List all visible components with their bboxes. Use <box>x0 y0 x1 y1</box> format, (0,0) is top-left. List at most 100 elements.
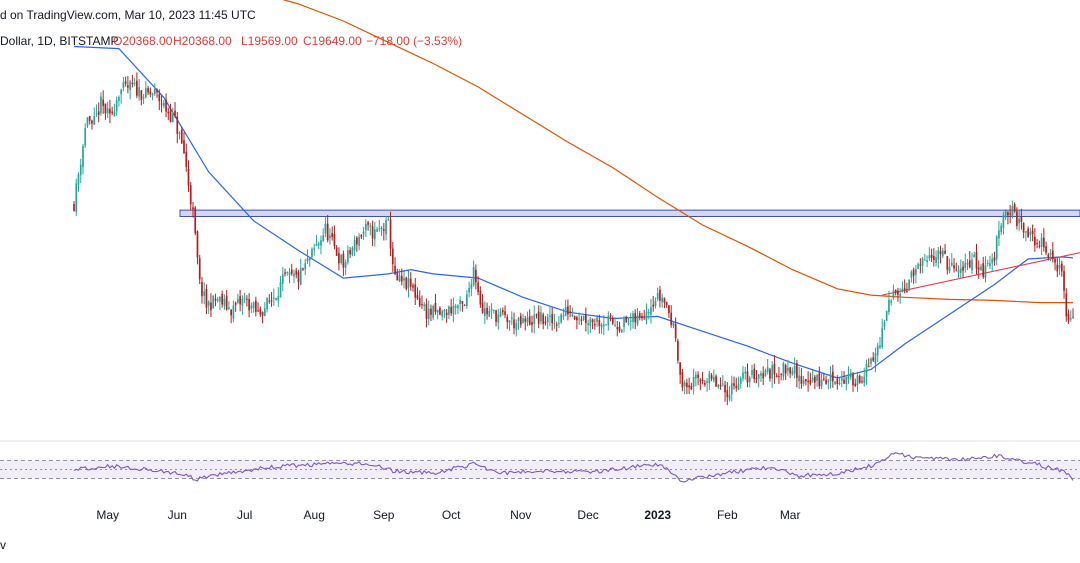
candle <box>385 215 387 241</box>
candle <box>1063 265 1065 299</box>
candle <box>1072 308 1074 319</box>
candle <box>180 126 183 145</box>
candle <box>1025 231 1027 242</box>
resistance-zone[interactable] <box>179 209 1080 217</box>
price-pane[interactable] <box>73 0 1080 406</box>
candle <box>510 311 513 325</box>
candle <box>647 308 650 320</box>
candle <box>1042 228 1045 252</box>
candle <box>216 296 219 303</box>
candle <box>921 257 924 274</box>
candle <box>995 235 998 266</box>
candle <box>322 228 325 242</box>
candle <box>926 255 928 267</box>
rsi-pane[interactable] <box>0 451 1080 483</box>
candle <box>1020 208 1023 230</box>
footer-text: v <box>0 538 6 552</box>
support-trendline[interactable] <box>882 252 1080 296</box>
candle <box>490 303 493 320</box>
candle <box>712 369 715 383</box>
candle <box>517 316 520 330</box>
candle <box>219 296 221 311</box>
x-tick-label: Feb <box>717 508 738 522</box>
candle <box>288 268 291 284</box>
candle <box>703 380 706 387</box>
candle <box>454 303 457 315</box>
candle <box>93 107 96 125</box>
candle <box>259 306 262 317</box>
x-tick-label: Dec <box>577 508 598 522</box>
candle <box>903 279 906 294</box>
candle <box>508 320 511 331</box>
candle <box>477 276 479 296</box>
candle <box>829 366 832 389</box>
candle <box>1051 241 1054 263</box>
candle <box>131 74 134 88</box>
candle <box>766 359 769 375</box>
candle <box>757 374 760 388</box>
candle <box>825 375 827 385</box>
candle <box>115 96 118 116</box>
candle <box>106 101 109 119</box>
candle <box>313 243 316 256</box>
candle <box>930 248 933 262</box>
candle <box>524 315 527 331</box>
candle <box>735 377 738 392</box>
candle <box>124 76 127 87</box>
candle <box>127 75 129 94</box>
candle <box>858 374 861 384</box>
candle <box>789 366 792 379</box>
candle <box>335 245 338 257</box>
candle <box>302 267 304 271</box>
ma-slow-line[interactable] <box>209 0 1073 304</box>
candle <box>373 221 376 247</box>
candle <box>569 305 571 318</box>
candle <box>607 311 610 331</box>
candle <box>171 107 174 123</box>
candle <box>111 106 114 116</box>
candle <box>549 305 551 327</box>
candle <box>293 269 295 284</box>
candle <box>555 321 558 332</box>
candle <box>317 241 320 250</box>
candle <box>845 374 848 391</box>
candle <box>165 93 167 118</box>
candle <box>852 371 854 393</box>
x-tick-label: May <box>96 508 119 522</box>
candle <box>1067 309 1070 324</box>
candle <box>376 226 378 233</box>
candle <box>706 377 708 392</box>
candle <box>243 292 246 304</box>
candle <box>986 259 989 267</box>
candle <box>892 284 895 300</box>
candle <box>701 371 704 385</box>
candle <box>320 235 322 255</box>
candle <box>602 315 605 336</box>
candle <box>463 304 466 306</box>
candle <box>816 374 818 387</box>
candle <box>382 222 385 241</box>
candle <box>728 386 731 402</box>
candle <box>528 309 531 326</box>
candle <box>266 297 268 313</box>
candle <box>755 369 758 384</box>
candle <box>272 288 275 306</box>
candle <box>369 222 372 236</box>
candle <box>578 312 580 325</box>
candle <box>580 315 583 326</box>
candle <box>950 253 953 267</box>
candle <box>412 283 414 292</box>
candle <box>176 112 179 144</box>
candle <box>167 107 170 121</box>
candle <box>432 304 435 321</box>
ma-fast-line[interactable] <box>73 45 1074 379</box>
candle <box>475 264 477 290</box>
candle <box>632 310 634 329</box>
rsi-line[interactable] <box>73 451 1074 483</box>
candle <box>457 304 459 315</box>
candle <box>733 376 735 390</box>
candle <box>910 270 913 283</box>
candle <box>567 299 569 321</box>
candle <box>553 313 556 329</box>
